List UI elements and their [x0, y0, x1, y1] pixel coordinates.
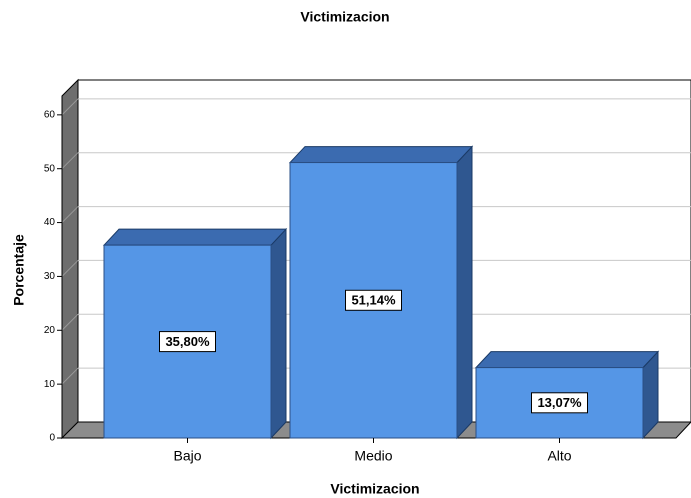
- y-tick-label: 10: [44, 379, 56, 390]
- y-tick-label: 40: [44, 217, 56, 228]
- value-label: 13,07%: [537, 395, 582, 410]
- bar-top: [474, 351, 660, 369]
- y-axis-label: Porcentaje: [11, 234, 27, 306]
- y-tick-label: 50: [44, 163, 56, 174]
- value-label-box: [531, 392, 588, 414]
- y-tick-label: 30: [44, 271, 56, 282]
- x-tick-label: Bajo: [173, 448, 201, 464]
- value-label: 51,14%: [351, 293, 396, 308]
- bar-side: [456, 145, 473, 440]
- y-tick-label: 0: [49, 433, 55, 444]
- y-tick-label: 20: [44, 325, 56, 336]
- x-axis-label: Victimizacion: [330, 481, 419, 497]
- x-tick-label: Medio: [354, 448, 392, 464]
- bar-top: [102, 228, 288, 246]
- value-label-box: [159, 331, 216, 353]
- bar-side: [270, 227, 287, 440]
- grid-line: [61, 313, 79, 331]
- x-tick-label: Alto: [547, 448, 571, 464]
- value-label: 35,80%: [165, 334, 210, 349]
- grid-line: [61, 98, 79, 116]
- grid-line: [61, 260, 79, 277]
- value-label-box: [345, 289, 402, 311]
- grid-line: [61, 152, 79, 170]
- y-tick-label: 60: [44, 109, 56, 120]
- grid-line: [61, 367, 79, 385]
- bar-top: [288, 146, 474, 164]
- chart-title: Victimizacion: [300, 9, 389, 25]
- left-wall: [61, 78, 79, 440]
- grid-line: [61, 206, 79, 223]
